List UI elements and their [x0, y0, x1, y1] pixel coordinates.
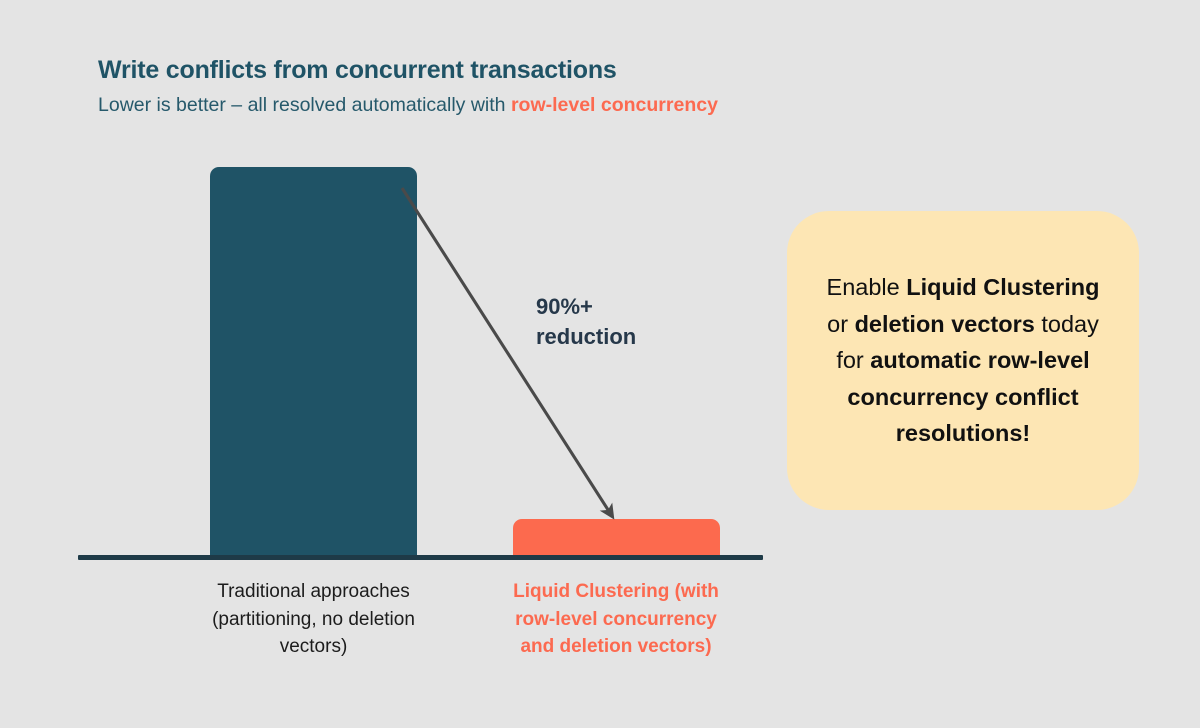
callout-segment-3: deletion vectors: [854, 310, 1035, 337]
category-label-liquid-line2: row-level concurrency: [515, 608, 717, 630]
callout-card-text: Enable Liquid Clustering or deletion vec…: [813, 269, 1113, 451]
reduction-annotation: 90%+ reduction: [536, 292, 726, 351]
category-label-liquid-line3: and deletion vectors): [520, 636, 712, 658]
chart-subtitle-plain: Lower is better – all resolved automatic…: [98, 93, 511, 116]
category-label-traditional-line1: Traditional approaches: [217, 581, 410, 602]
chart-baseline-axis: [78, 555, 763, 560]
bar-chart-plot-area: 90%+ reduction Traditional approaches (p…: [78, 167, 763, 661]
category-label-traditional-line2: (partitioning, no deletion: [212, 608, 415, 630]
chart-header: Write conflicts from concurrent transact…: [98, 56, 798, 119]
reduction-annotation-line1: 90%+: [536, 294, 593, 319]
callout-segment-2: or: [827, 310, 855, 337]
bar-traditional-approaches: [210, 167, 417, 558]
category-label-liquid-clustering: Liquid Clustering (with row-level concur…: [470, 578, 762, 661]
callout-segment-0: Enable: [826, 274, 907, 301]
callout-segment-1: Liquid Clustering: [906, 274, 1100, 301]
category-label-liquid-line1: Liquid Clustering (with: [513, 581, 719, 602]
chart-subtitle: Lower is better – all resolved automatic…: [98, 92, 744, 120]
category-label-traditional-line3: vectors): [279, 636, 348, 658]
bar-liquid-clustering: [513, 519, 720, 558]
reduction-annotation-line2: reduction: [536, 323, 637, 349]
category-label-traditional: Traditional approaches (partitioning, no…: [162, 578, 465, 661]
page-title: Write conflicts from concurrent transact…: [98, 56, 617, 84]
callout-segment-5: automatic row-level concurrency conflict…: [847, 347, 1090, 447]
callout-card: Enable Liquid Clustering or deletion vec…: [787, 211, 1139, 510]
callout-segment-4: today for: [836, 310, 1099, 374]
chart-subtitle-accent: row-level concurrency: [510, 93, 718, 116]
